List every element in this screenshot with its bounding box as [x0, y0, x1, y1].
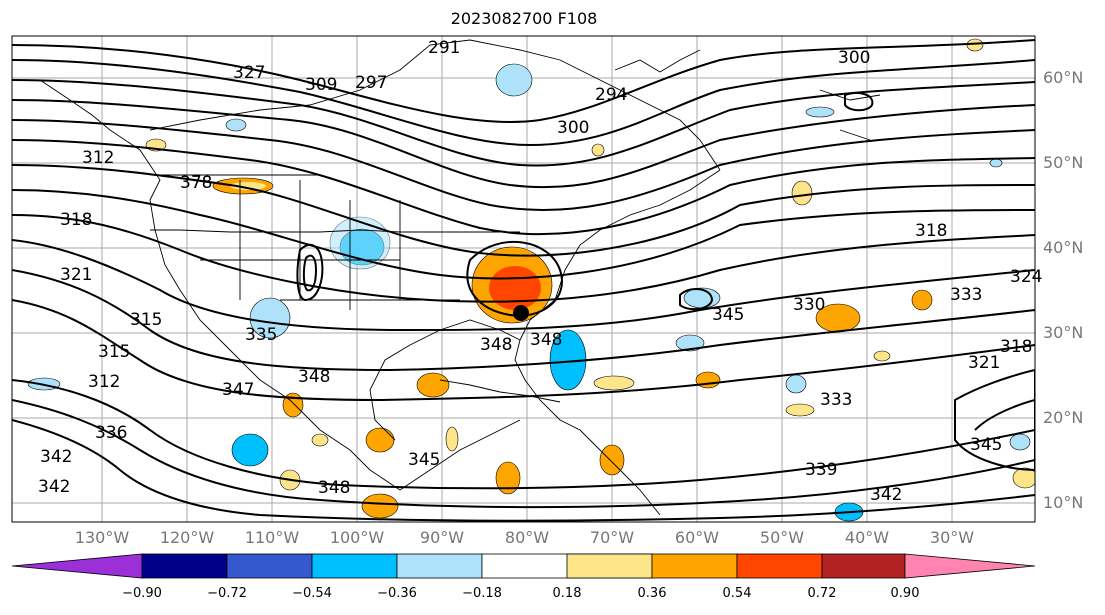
lat-label: 30°N	[1043, 323, 1084, 342]
storm-center-dot	[513, 305, 529, 321]
contour-label: 297	[355, 73, 387, 93]
contour-label: 378	[180, 173, 212, 193]
contour-labels: 291 297 294 300 309 327 312 318 321 315 …	[38, 38, 1042, 505]
contour-label: 345	[712, 305, 744, 325]
lon-label: 90°W	[419, 528, 465, 547]
lon-label: 50°W	[759, 528, 805, 547]
contour-label: 345	[970, 435, 1002, 455]
lon-label: 80°W	[504, 528, 550, 547]
colorbar-tick-label: −0.72	[207, 586, 247, 601]
colorbar-segment	[396, 553, 483, 579]
contour-label: 336	[95, 423, 127, 443]
contour-label: 342	[870, 485, 902, 505]
colorbar-segment	[736, 553, 823, 579]
colorbar-tick-label: 0.18	[552, 586, 582, 601]
lat-label: 20°N	[1043, 408, 1084, 427]
colorbar-tick-label: −0.90	[122, 586, 162, 601]
lon-label: 130°W	[74, 528, 130, 547]
contour-label: 342	[38, 477, 70, 497]
colorbar-tick-label: −0.18	[462, 586, 502, 601]
graticule	[12, 36, 1035, 522]
contour-label: 315	[98, 342, 130, 362]
map-frame	[11, 35, 1036, 523]
lon-label: 70°W	[589, 528, 635, 547]
colorbar-extend-high	[904, 553, 1036, 579]
colorbar-tick-label: 0.36	[637, 586, 667, 601]
colorbar-tick-label: −0.54	[292, 586, 332, 601]
contour-label: 300	[838, 48, 870, 68]
lat-label: 50°N	[1043, 153, 1084, 172]
contour-label: 348	[480, 335, 512, 355]
contour-label: 294	[595, 85, 627, 105]
contour-label: 348	[298, 367, 330, 387]
contour-label: 339	[805, 460, 837, 480]
lon-label: 60°W	[674, 528, 720, 547]
lon-label: 40°W	[844, 528, 890, 547]
lat-label: 60°N	[1043, 68, 1084, 87]
contour-label: 315	[130, 310, 162, 330]
contour-label: 348	[318, 478, 350, 498]
coastlines	[39, 39, 881, 516]
contour-label: 345	[408, 450, 440, 470]
contour-label: 321	[968, 353, 1000, 373]
contour-label: 333	[820, 390, 852, 410]
contour-label: 318	[915, 221, 947, 241]
colorbar-segment	[566, 553, 653, 579]
contour-label: 312	[88, 372, 120, 392]
colorbar-tick-label: 0.54	[722, 586, 752, 601]
contour-label: 335	[245, 325, 277, 345]
lon-label: 120°W	[159, 528, 215, 547]
shaded-field	[27, 38, 1035, 522]
lat-label: 40°N	[1043, 238, 1084, 257]
colorbar-tick-label: 0.72	[807, 586, 837, 601]
contour-label: 324	[1010, 267, 1042, 287]
contour-label: 348	[530, 330, 562, 350]
lon-label: 100°W	[329, 528, 385, 547]
contour-label: 318	[1000, 337, 1032, 357]
contour-label: 342	[40, 447, 72, 467]
colorbar-tick-label: 0.90	[890, 586, 920, 601]
colorbar-segment	[311, 553, 398, 579]
map-title: 2023082700 F108	[450, 9, 598, 28]
colorbar-segment	[226, 553, 313, 579]
colorbar-tick-label: −0.36	[377, 586, 417, 601]
colorbar	[11, 553, 1036, 579]
colorbar-segment	[141, 553, 228, 579]
contour-label: 300	[557, 118, 589, 138]
positive-anomaly-strong	[489, 266, 541, 310]
lat-label: 10°N	[1043, 493, 1084, 512]
contour-label: 327	[233, 63, 265, 83]
contour-label: 312	[82, 148, 114, 168]
contour-label: 347	[222, 380, 254, 400]
contour-label: 321	[60, 265, 92, 285]
colorbar-segment	[821, 553, 906, 579]
colorbar-extend-low	[11, 553, 143, 579]
contour-label: 318	[60, 210, 92, 230]
lon-label: 110°W	[244, 528, 300, 547]
contour-label: 330	[793, 295, 825, 315]
contour-label: 309	[305, 75, 337, 95]
colorbar-segment	[651, 553, 738, 579]
contour-label: 291	[428, 38, 460, 58]
lon-label: 30°W	[929, 528, 975, 547]
contour-label: 333	[950, 285, 982, 305]
contours	[12, 39, 1035, 522]
